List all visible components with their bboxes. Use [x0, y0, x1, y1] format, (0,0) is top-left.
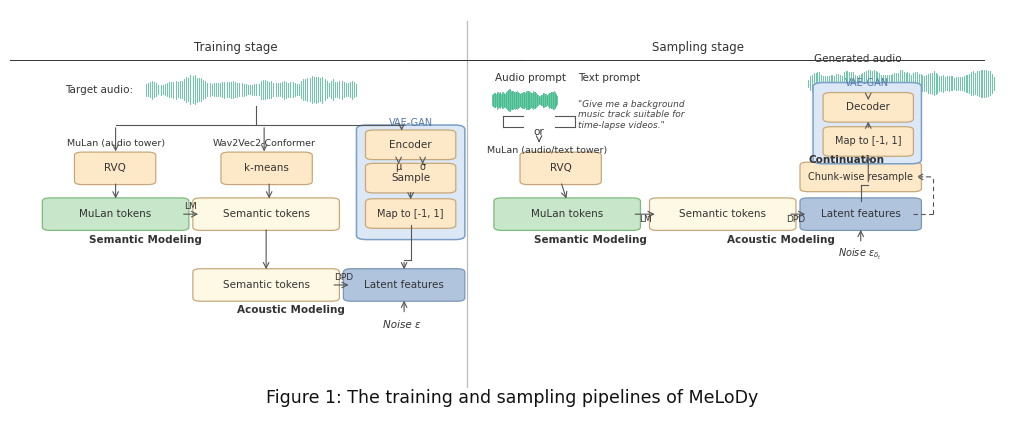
Text: σ: σ	[420, 162, 426, 172]
Text: VAE-GAN: VAE-GAN	[388, 118, 433, 128]
Text: LM: LM	[639, 215, 652, 224]
FancyBboxPatch shape	[649, 198, 796, 230]
Text: Acoustic Modeling: Acoustic Modeling	[238, 306, 345, 315]
Text: Decoder: Decoder	[846, 102, 890, 112]
Text: LM: LM	[184, 202, 198, 211]
Text: Sample: Sample	[391, 173, 430, 183]
FancyBboxPatch shape	[494, 198, 640, 230]
Text: Target audio:: Target audio:	[66, 85, 133, 95]
Text: MuLan (audio/text tower): MuLan (audio/text tower)	[487, 146, 607, 156]
FancyBboxPatch shape	[366, 163, 456, 193]
Text: "Give me a background
music track suitable for
time-lapse videos.": "Give me a background music track suitab…	[579, 100, 685, 130]
FancyBboxPatch shape	[813, 82, 922, 164]
FancyBboxPatch shape	[193, 269, 339, 301]
Text: Latent features: Latent features	[365, 280, 444, 290]
Text: MuLan (audio tower): MuLan (audio tower)	[67, 139, 165, 148]
FancyBboxPatch shape	[366, 130, 456, 160]
FancyBboxPatch shape	[520, 152, 601, 184]
Text: Map to [-1, 1]: Map to [-1, 1]	[835, 136, 901, 147]
Text: Chunk-wise resample: Chunk-wise resample	[808, 172, 913, 182]
Text: Audio prompt: Audio prompt	[495, 74, 566, 83]
Text: Training stage: Training stage	[195, 42, 278, 54]
Text: MuLan tokens: MuLan tokens	[80, 209, 152, 219]
FancyBboxPatch shape	[823, 93, 913, 122]
Text: Continuation: Continuation	[808, 156, 884, 165]
Text: Semantic tokens: Semantic tokens	[679, 209, 766, 219]
Text: RVQ: RVQ	[550, 163, 571, 173]
FancyBboxPatch shape	[193, 198, 339, 230]
Text: DPD: DPD	[786, 215, 806, 224]
Text: Semantic tokens: Semantic tokens	[222, 280, 309, 290]
Text: Text prompt: Text prompt	[579, 74, 640, 83]
FancyBboxPatch shape	[42, 198, 188, 230]
Text: Semantic Modeling: Semantic Modeling	[89, 235, 202, 244]
Text: μ: μ	[395, 162, 401, 172]
Text: MuLan tokens: MuLan tokens	[531, 209, 603, 219]
Text: Encoder: Encoder	[389, 140, 432, 150]
Text: Acoustic Modeling: Acoustic Modeling	[727, 235, 835, 244]
Text: RVQ: RVQ	[104, 163, 126, 173]
FancyBboxPatch shape	[823, 127, 913, 156]
Text: Semantic tokens: Semantic tokens	[222, 209, 309, 219]
Text: or: or	[534, 127, 545, 137]
Text: Noise ε: Noise ε	[383, 320, 421, 330]
Text: Latent features: Latent features	[821, 209, 901, 219]
Text: Sampling stage: Sampling stage	[651, 42, 743, 54]
FancyBboxPatch shape	[800, 162, 922, 192]
FancyBboxPatch shape	[366, 199, 456, 228]
Text: k-means: k-means	[244, 163, 289, 173]
FancyBboxPatch shape	[356, 125, 465, 240]
Text: Map to [-1, 1]: Map to [-1, 1]	[378, 209, 443, 218]
FancyBboxPatch shape	[75, 152, 156, 184]
Text: DPD: DPD	[334, 273, 353, 282]
Text: Noise $\varepsilon_{\delta_t}$: Noise $\varepsilon_{\delta_t}$	[839, 246, 882, 262]
FancyBboxPatch shape	[343, 269, 465, 301]
Text: Generated audio: Generated audio	[814, 54, 902, 64]
Text: Wav2Vec2-Conformer: Wav2Vec2-Conformer	[213, 139, 315, 148]
FancyBboxPatch shape	[800, 198, 922, 230]
FancyBboxPatch shape	[221, 152, 312, 184]
Text: VAE-GAN: VAE-GAN	[845, 77, 889, 88]
Text: Figure 1: The training and sampling pipelines of MeLoDy: Figure 1: The training and sampling pipe…	[266, 389, 758, 407]
Text: Semantic Modeling: Semantic Modeling	[534, 235, 647, 244]
